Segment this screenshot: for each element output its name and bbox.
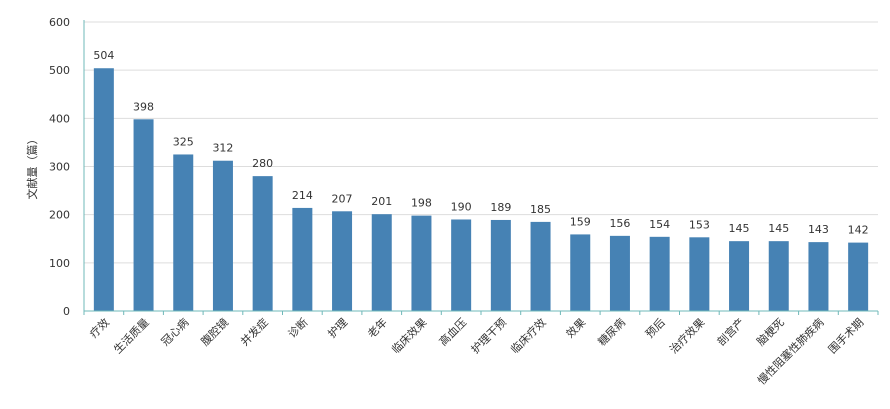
y-tick-label: 200 [49, 209, 70, 222]
bar [729, 241, 750, 311]
bar [173, 154, 194, 311]
data-label: 198 [411, 197, 432, 210]
data-label: 280 [252, 157, 273, 170]
data-label: 143 [808, 223, 829, 236]
bar [808, 242, 829, 311]
bar [411, 215, 432, 311]
data-label: 142 [848, 224, 869, 237]
data-label: 325 [173, 135, 194, 148]
bar [252, 176, 273, 311]
y-tick-label: 300 [49, 161, 70, 174]
data-label: 145 [768, 222, 789, 235]
x-tick-label: 治疗效果 [666, 315, 707, 356]
data-label: 201 [371, 195, 392, 208]
y-tick-label: 400 [49, 112, 70, 125]
x-tick-label: 冠心病 [158, 315, 191, 348]
bar [451, 219, 472, 311]
x-tick-label: 护理 [325, 315, 350, 340]
data-label: 159 [570, 215, 591, 228]
data-label: 207 [332, 192, 353, 205]
data-label: 189 [490, 201, 511, 214]
x-tick-label: 并发症 [238, 315, 271, 348]
grid-lines [84, 21, 878, 264]
bar [570, 234, 591, 311]
y-tick-label: 100 [49, 257, 70, 270]
data-label: 504 [93, 49, 114, 62]
x-tick-label: 诊断 [285, 315, 310, 340]
x-tick-label: 临床疗效 [508, 315, 549, 356]
bar [768, 241, 789, 311]
data-label: 398 [133, 100, 154, 113]
x-tick-labels: 疗效 生活质量 冠心病 腹腔镜 并发症 诊断 护理 老年 临床效果 高血压 护理干预 临床疗效 效果 糖尿… [87, 315, 867, 387]
data-label: 312 [212, 142, 233, 155]
bar [332, 211, 353, 311]
data-label: 185 [530, 203, 551, 216]
axes [83, 20, 879, 315]
bar [530, 221, 551, 311]
x-tick-label: 剖宫产 [714, 315, 747, 348]
data-label: 153 [689, 218, 710, 231]
x-tick-label: 老年 [364, 315, 389, 340]
data-label: 156 [609, 217, 630, 230]
x-tick-label: 生活质量 [111, 315, 152, 356]
x-tick-label: 糖尿病 [595, 315, 628, 348]
x-tick-label: 腹腔镜 [198, 315, 231, 348]
x-tick-label: 护理干预 [468, 315, 509, 356]
data-label: 190 [451, 200, 472, 213]
data-label: 214 [292, 189, 313, 202]
x-tick-label: 慢性阻塞性肺疾病 [754, 315, 826, 387]
x-tick-label: 脑梗死 [754, 315, 787, 348]
y-tick-label: 0 [63, 305, 70, 318]
y-axis-title: 文献量（篇） [25, 134, 39, 200]
y-tick-labels: 0 100 200 300 400 500 600 [49, 16, 70, 318]
bar [609, 235, 630, 311]
bar [212, 160, 233, 311]
bar [371, 214, 392, 311]
bar [93, 68, 114, 312]
bar [292, 207, 313, 311]
x-tick-label: 预后 [643, 316, 668, 341]
x-tick-label: 临床效果 [389, 315, 430, 356]
data-label: 145 [729, 222, 750, 235]
x-tick-label: 高血压 [436, 315, 469, 348]
data-label: 154 [649, 218, 670, 231]
bar [848, 242, 869, 311]
y-tick-label: 600 [49, 16, 70, 29]
x-tick-label: 围手术期 [825, 315, 866, 356]
x-tick-label: 疗效 [87, 315, 112, 340]
bar [133, 119, 154, 312]
bar [689, 237, 710, 311]
bar [649, 236, 670, 311]
x-tick-label: 效果 [563, 315, 588, 340]
bar [490, 219, 511, 311]
bars [93, 68, 869, 312]
y-tick-label: 500 [49, 64, 70, 77]
data-labels: 504 398 325 312 280 214 207 201 198 190 189 185 159 1… [93, 49, 868, 236]
